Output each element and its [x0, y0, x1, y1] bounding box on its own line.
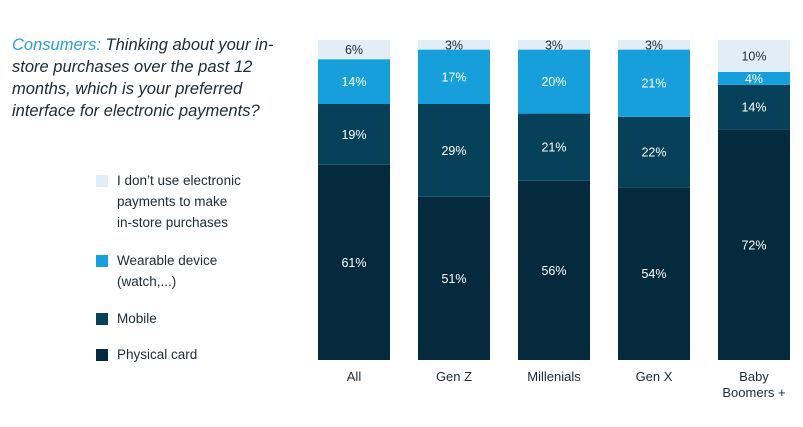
category-label: Gen X	[636, 369, 673, 384]
data-label: 6%	[345, 43, 363, 57]
bar-segment-baby-boomers-physical-card	[718, 129, 790, 360]
data-label: 61%	[341, 256, 366, 270]
question-body: Thinking about your in-store purchases o…	[12, 36, 274, 120]
legend-item-i-don-t-use-electronic-payments-to-make-in-store-purchases: I don’t use electronic payments to make …	[96, 172, 277, 233]
bar-stack-gen-z: 51% 29% 17% 3%	[418, 38, 490, 360]
bar-segment-gen-z-mobile	[418, 104, 490, 197]
bar-segment-millenials-mobile	[518, 113, 590, 181]
bar-stack-baby-boomers: 72% 14% 4% 10%	[718, 40, 790, 360]
legend-swatch	[96, 349, 108, 361]
data-label: 21%	[541, 141, 566, 155]
category-label: All	[347, 369, 362, 384]
bar-segment-millenials-i-don-t-use-electronic-payments-to-make-in-store-purchases	[518, 40, 590, 50]
data-label: 72%	[741, 238, 766, 252]
legend-label: Physical card	[117, 347, 198, 362]
data-label: 22%	[641, 146, 666, 160]
bar-segment-millenials-physical-card	[518, 180, 590, 360]
bar-segment-all-mobile	[318, 104, 390, 165]
data-label: 3%	[645, 38, 663, 52]
bar-segment-all-physical-card	[318, 164, 390, 360]
data-label: 17%	[441, 70, 466, 84]
bar-segment-millenials-wearable-device-watch	[518, 49, 590, 114]
data-label: 29%	[441, 144, 466, 158]
bar-segment-baby-boomers-wearable-device-watch	[718, 72, 790, 85]
data-label: 3%	[445, 38, 463, 52]
data-label: 21%	[641, 77, 666, 91]
bar-stack-all: 61% 19% 14% 6%	[318, 40, 390, 360]
legend-label: Wearable device (watch,...)	[117, 253, 218, 289]
bar-segment-gen-x-physical-card	[618, 187, 690, 360]
data-label: 10%	[741, 50, 766, 64]
bar-segment-baby-boomers-i-don-t-use-electronic-payments-to-make-in-store-purchases	[718, 40, 790, 72]
question-text: Consumers: Thinking about your in-store …	[12, 34, 302, 122]
data-label: 14%	[741, 101, 766, 115]
legend-item-wearable-device-watch: Wearable device (watch,...)	[96, 252, 277, 292]
bar-segment-gen-z-physical-card	[418, 196, 490, 360]
data-label: 4%	[745, 72, 763, 86]
category-label: Baby Boomers +	[722, 369, 785, 400]
category-label: Gen Z	[436, 369, 472, 384]
data-label: 56%	[541, 264, 566, 278]
legend-label: I don’t use electronic payments to make …	[117, 173, 241, 230]
legend-swatch	[96, 255, 108, 267]
bar-segment-gen-x-wearable-device-watch	[618, 49, 690, 117]
legend-item-physical-card: Physical card	[96, 346, 277, 365]
bar-stack-gen-x: 54% 22% 21% 3%	[618, 38, 690, 360]
data-label: 3%	[545, 38, 563, 52]
data-label: 19%	[341, 128, 366, 142]
bar-segment-gen-z-wearable-device-watch	[418, 49, 490, 104]
bar-segment-gen-x-i-don-t-use-electronic-payments-to-make-in-store-purchases	[618, 40, 690, 50]
category-label: Millenials	[527, 369, 581, 384]
legend-label: Mobile	[117, 311, 157, 326]
legend-swatch	[96, 175, 108, 187]
bar-segment-all-i-don-t-use-electronic-payments-to-make-in-store-purchases	[318, 40, 390, 60]
bar-segment-baby-boomers-mobile	[718, 84, 790, 130]
legend-item-mobile: Mobile	[96, 310, 277, 329]
data-label: 20%	[541, 75, 566, 89]
bar-segment-all-wearable-device-watch	[318, 59, 390, 104]
bar-stack-millenials: 56% 21% 20% 3%	[518, 38, 590, 360]
bar-segment-gen-z-i-don-t-use-electronic-payments-to-make-in-store-purchases	[418, 40, 490, 50]
data-label: 51%	[441, 272, 466, 286]
data-label: 14%	[341, 75, 366, 89]
bar-segment-gen-x-mobile	[618, 116, 690, 188]
question-lead: Consumers:	[12, 36, 101, 54]
data-label: 54%	[641, 267, 666, 281]
legend-swatch	[96, 313, 108, 325]
